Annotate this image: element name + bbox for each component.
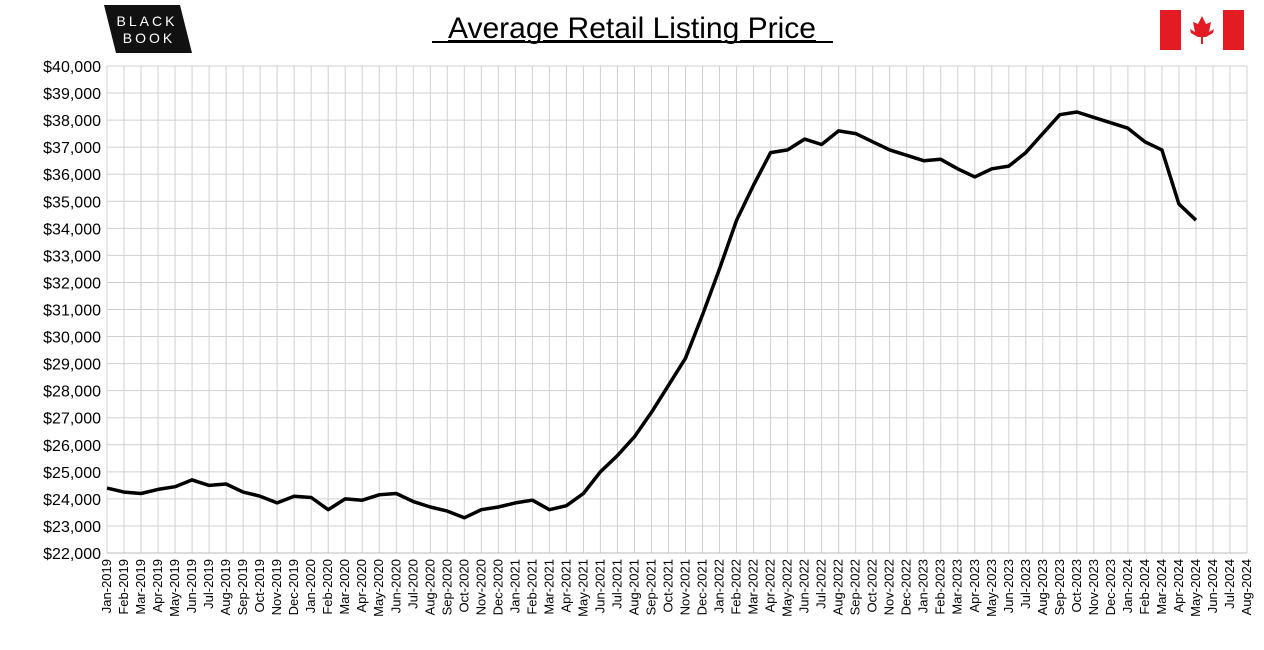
x-tick-label: Aug-2019 (218, 559, 233, 615)
x-tick-label: Dec-2020 (490, 559, 505, 615)
x-tick-label: Jun-2019 (184, 559, 199, 613)
x-tick-label: Mar-2021 (541, 559, 556, 615)
x-tick-label: Apr-2019 (150, 559, 165, 612)
x-tick-label: Aug-2021 (626, 559, 641, 615)
x-tick-label: Jul-2023 (1018, 559, 1033, 609)
x-tick-label: Dec-2019 (286, 559, 301, 615)
y-tick-label: $29,000 (43, 357, 101, 374)
x-tick-label: Nov-2019 (269, 559, 284, 615)
x-tick-label: Feb-2023 (933, 559, 948, 615)
x-tick-label: Jul-2022 (814, 559, 829, 609)
x-tick-label: Jun-2023 (1001, 559, 1016, 613)
y-tick-label: $24,000 (43, 492, 101, 509)
x-tick-label: Aug-2024 (1239, 559, 1254, 615)
x-tick-label: Oct-2020 (456, 559, 471, 612)
x-tick-label: Jun-2022 (797, 559, 812, 613)
x-tick-label: Jul-2020 (405, 559, 420, 609)
x-tick-label: Oct-2021 (660, 559, 675, 612)
x-tick-label: Jul-2024 (1222, 559, 1237, 609)
x-tick-label: Jan-2020 (303, 559, 318, 613)
y-tick-label: $34,000 (43, 221, 101, 238)
x-tick-label: Dec-2021 (695, 559, 710, 615)
x-tick-label: Sep-2023 (1052, 559, 1067, 615)
x-tick-label: Jan-2023 (916, 559, 931, 613)
x-tick-label: Nov-2021 (678, 559, 693, 615)
x-tick-label: Sep-2022 (848, 559, 863, 615)
x-tick-label: Sep-2019 (235, 559, 250, 615)
logo: BLACK BOOK (104, 5, 192, 53)
x-tick-label: Jul-2021 (609, 559, 624, 609)
x-tick-label: Feb-2022 (729, 559, 744, 615)
x-tick-label: Aug-2023 (1035, 559, 1050, 615)
x-tick-label: Oct-2023 (1069, 559, 1084, 612)
x-tick-label: Mar-2019 (133, 559, 148, 615)
x-tick-label: Aug-2022 (831, 559, 846, 615)
x-tick-label: Jan-2019 (99, 559, 114, 613)
x-tick-label: Mar-2023 (950, 559, 965, 615)
y-tick-label: $35,000 (43, 194, 101, 211)
x-tick-label: Jan-2024 (1120, 559, 1135, 613)
x-tick-label: May-2024 (1188, 559, 1203, 617)
x-tick-label: Apr-2023 (967, 559, 982, 612)
x-tick-label: Mar-2024 (1154, 559, 1169, 615)
y-tick-label: $38,000 (43, 113, 101, 130)
x-tick-label: Dec-2022 (899, 559, 914, 615)
x-tick-label: May-2023 (984, 559, 999, 617)
x-tick-label: Feb-2020 (320, 559, 335, 615)
y-tick-label: $28,000 (43, 384, 101, 401)
x-tick-label: May-2021 (575, 559, 590, 617)
x-tick-label: Nov-2020 (473, 559, 488, 615)
y-tick-label: $36,000 (43, 167, 101, 184)
x-tick-label: Sep-2021 (643, 559, 658, 615)
x-tick-label: Mar-2020 (337, 559, 352, 615)
x-tick-label: Oct-2019 (252, 559, 267, 612)
x-tick-label: Apr-2022 (763, 559, 778, 612)
x-tick-label: May-2020 (371, 559, 386, 617)
y-tick-label: $32,000 (43, 275, 101, 292)
y-tick-label: $39,000 (43, 86, 101, 103)
y-tick-label: $25,000 (43, 465, 101, 482)
y-tick-label: $22,000 (43, 546, 101, 563)
chart-title: Average Retail Listing Price (448, 12, 816, 45)
y-tick-label: $33,000 (43, 248, 101, 265)
x-tick-label: Sep-2020 (439, 559, 454, 615)
x-tick-label: Apr-2020 (354, 559, 369, 612)
y-tick-label: $26,000 (43, 438, 101, 455)
y-tick-label: $40,000 (43, 59, 101, 76)
x-tick-label: Dec-2023 (1103, 559, 1118, 615)
flag (1160, 10, 1244, 50)
x-tick-label: May-2022 (780, 559, 795, 617)
x-tick-label: Feb-2024 (1137, 559, 1152, 615)
x-tick-label: Aug-2020 (422, 559, 437, 615)
x-tick-label: Apr-2021 (558, 559, 573, 612)
x-tick-label: Feb-2021 (524, 559, 539, 615)
x-tick-label: May-2019 (167, 559, 182, 617)
y-tick-label: $23,000 (43, 519, 101, 536)
y-tick-label: $30,000 (43, 330, 101, 347)
logo-text: BLACK (117, 13, 178, 29)
x-tick-label: Jun-2020 (388, 559, 403, 613)
price-line (106, 110, 1198, 520)
x-tick-label: Nov-2022 (882, 559, 897, 615)
x-tick-label: Nov-2023 (1086, 559, 1101, 615)
x-tick-label: Jun-2024 (1205, 559, 1220, 613)
x-tick-label: Jan-2022 (712, 559, 727, 613)
x-tick-label: Apr-2024 (1171, 559, 1186, 612)
logo-text: BOOK (123, 30, 175, 46)
x-tick-label: Jul-2019 (201, 559, 216, 609)
x-tick-label: Feb-2019 (116, 559, 131, 615)
x-tick-label: Oct-2022 (865, 559, 880, 612)
y-tick-label: $37,000 (43, 140, 101, 157)
x-tick-label: Jan-2021 (507, 559, 522, 613)
x-tick-label: Jun-2021 (592, 559, 607, 613)
y-tick-label: $27,000 (43, 411, 101, 428)
y-tick-label: $31,000 (43, 303, 101, 320)
x-tick-label: Mar-2022 (746, 559, 761, 615)
